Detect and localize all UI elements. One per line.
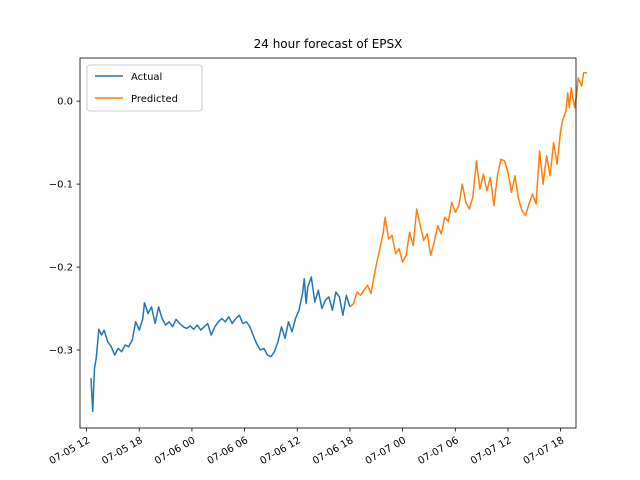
y-tick-label: −0.2 (49, 263, 73, 274)
y-tick-label: 0.0 (57, 97, 73, 108)
y-axis: 0.0 −0.1 −0.2 −0.3 (49, 97, 80, 357)
y-tick-label: −0.3 (49, 346, 73, 357)
plot-frame (79, 57, 577, 429)
series-line-actual (90, 276, 351, 413)
legend-label-predicted: Predicted (131, 94, 178, 105)
series-layer (90, 72, 587, 413)
y-tick-label: −0.1 (49, 180, 73, 191)
legend-label-actual: Actual (131, 72, 162, 83)
chart-title: 24 hour forecast of EPSX (254, 37, 403, 51)
legend: Actual Predicted (86, 64, 203, 112)
series-line-predicted (349, 72, 587, 308)
